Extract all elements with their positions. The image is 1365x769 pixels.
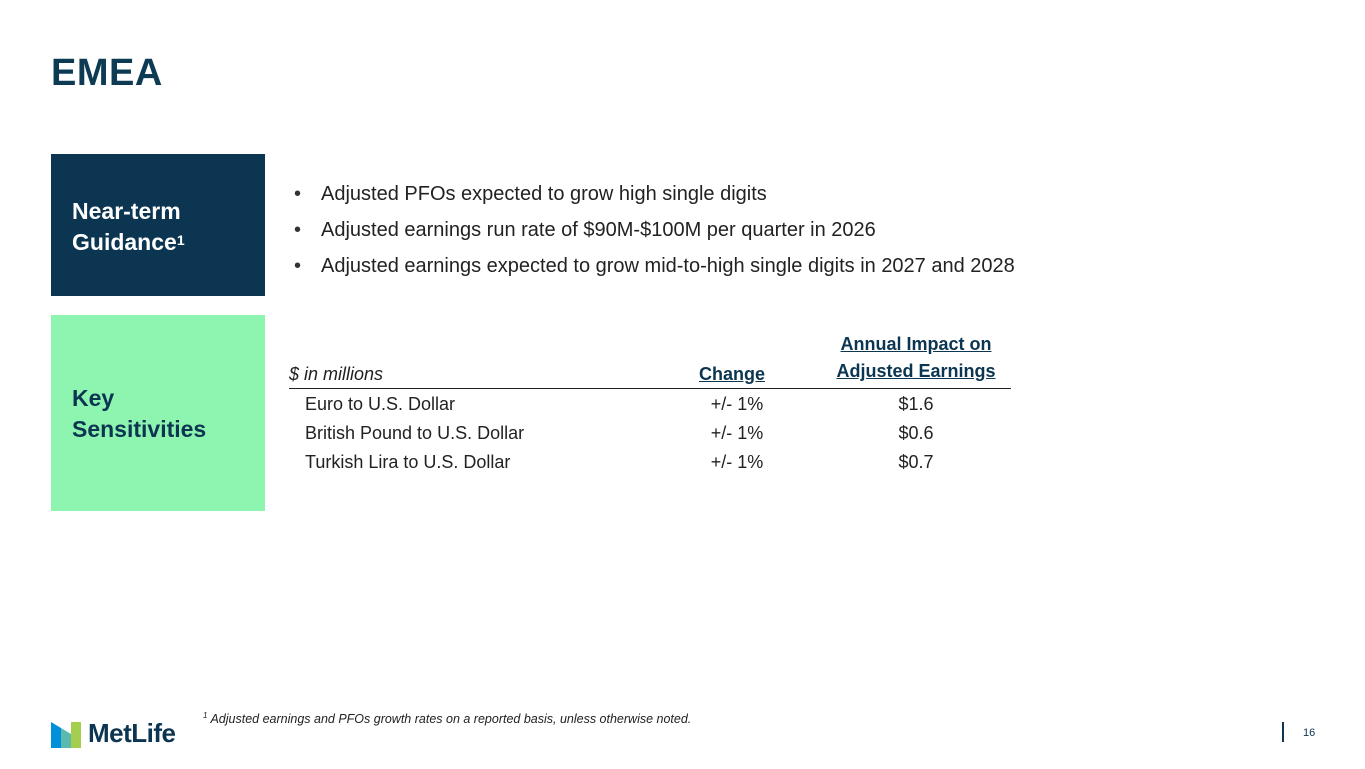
column-header-impact: Annual Impact on Adjusted Earnings [836, 334, 996, 381]
page-number-divider [1282, 722, 1284, 742]
row-impact: $1.6 [898, 394, 934, 414]
sensitivities-label-box: Key Sensitivities [51, 315, 265, 511]
table-row: British Pound to U.S. Dollar +/- 1% $0.6 [289, 419, 1011, 448]
guidance-bullet: Adjusted earnings run rate of $90M-$100M… [294, 212, 1015, 248]
column-header-change: Change [699, 364, 766, 384]
footnote: 1 Adjusted earnings and PFOs growth rates… [203, 711, 691, 726]
guidance-label-line1: Near-term [72, 198, 181, 224]
guidance-label-box: Near-term Guidance1 [51, 154, 265, 296]
table-row: Euro to U.S. Dollar +/- 1% $1.6 [289, 390, 1011, 419]
row-name: Euro to U.S. Dollar [305, 394, 456, 414]
page-number: 16 [1303, 727, 1316, 739]
row-name: British Pound to U.S. Dollar [305, 423, 525, 443]
guidance-bullet: Adjusted earnings expected to grow mid-t… [294, 248, 1015, 284]
logo-wordmark: MetLife [88, 718, 176, 748]
row-change: +/- 1% [710, 452, 764, 472]
row-change: +/- 1% [710, 394, 764, 414]
metlife-logo: MetLife [51, 718, 176, 749]
guidance-bullet-list: Adjusted PFOs expected to grow high sing… [294, 176, 1015, 284]
footnote-marker: 1 [176, 232, 185, 248]
row-impact: $0.6 [898, 423, 934, 443]
page-title: EMEA [51, 52, 163, 94]
table-row: Turkish Lira to U.S. Dollar +/- 1% $0.7 [289, 448, 1011, 477]
metlife-logo-icon [51, 721, 81, 748]
sensitivities-label-line2: Sensitivities [72, 416, 207, 442]
sensitivities-table: $ in millions Change Annual Impact on Ad… [289, 334, 1011, 477]
guidance-bullet: Adjusted PFOs expected to grow high sing… [294, 176, 1015, 212]
table-header-row: $ in millions Change Annual Impact on Ad… [289, 334, 1011, 389]
guidance-label-line2: Guidance1 [72, 229, 185, 255]
footnote-text: Adjusted earnings and PFOs growth rates … [210, 712, 692, 727]
row-change: +/- 1% [710, 423, 764, 443]
row-impact: $0.7 [898, 452, 934, 472]
footnote-marker: 1 [203, 711, 208, 720]
units-label: $ in millions [289, 364, 384, 384]
row-name: Turkish Lira to U.S. Dollar [305, 452, 511, 472]
sensitivities-label-line1: Key [72, 385, 115, 411]
